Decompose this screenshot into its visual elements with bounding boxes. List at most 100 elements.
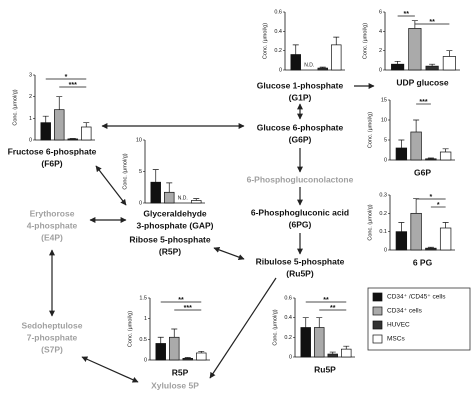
legend-label: CD34⁺ cells bbox=[387, 308, 423, 315]
arrow bbox=[95, 165, 127, 206]
y-axis-label: Conc. (μmol/g) bbox=[272, 309, 278, 345]
error-bar bbox=[184, 357, 191, 359]
y-tick-label: 0 bbox=[384, 157, 387, 163]
bar bbox=[341, 348, 352, 358]
node-label: 7-phosphate bbox=[27, 332, 78, 342]
nd-label: N.D. bbox=[304, 62, 314, 68]
error-bar bbox=[171, 328, 178, 338]
y-axis-label: Conc. (μmol/g) bbox=[12, 89, 18, 125]
bar bbox=[439, 151, 452, 161]
chart-title: 6 PG bbox=[413, 257, 433, 267]
bar-chart: 0 0.5 1 1.5 Conc. (μmol/g) R5P ***** bbox=[127, 295, 210, 377]
error-bar bbox=[413, 198, 420, 214]
y-tick-label: 0 bbox=[139, 200, 142, 206]
y-tick-label: 0.2 bbox=[274, 48, 282, 54]
y-tick-label: 1.5 bbox=[139, 295, 147, 301]
bar bbox=[439, 227, 452, 251]
node-label: Xylulose 5P bbox=[151, 380, 199, 390]
chart-title: G6P bbox=[414, 167, 431, 177]
error-bar bbox=[56, 96, 63, 110]
bar-chart: 0 0.1 0.2 0.3 Conc. (μmol/g) 6 PG * * bbox=[367, 192, 455, 267]
arrow bbox=[209, 277, 277, 379]
legend-swatch bbox=[372, 292, 383, 302]
y-tick-label: 0.6 bbox=[284, 295, 292, 301]
error-bar bbox=[413, 119, 420, 132]
chart-title: R5P bbox=[172, 367, 189, 377]
y-tick-label: 10 bbox=[136, 137, 142, 143]
y-tick-label: 0 bbox=[279, 67, 282, 73]
y-tick-label: 1 bbox=[29, 116, 32, 122]
significance-label: ** bbox=[323, 297, 329, 304]
bar bbox=[410, 131, 422, 161]
significance-label: ** bbox=[429, 19, 435, 26]
y-axis-label: Conc. (μmol/g) bbox=[362, 23, 368, 59]
legend-label: MSCs bbox=[387, 336, 405, 343]
error-bar bbox=[319, 66, 326, 69]
legend-label: HUVEC bbox=[387, 322, 410, 329]
error-bar bbox=[302, 317, 309, 328]
nd-label: N.D. bbox=[178, 195, 188, 201]
node-label: Erythorose bbox=[30, 208, 75, 218]
y-axis-label: Conc. (μmol/g) bbox=[122, 153, 128, 189]
y-tick-label: 2 bbox=[29, 94, 32, 100]
significance-label: ** bbox=[330, 305, 336, 312]
error-bar bbox=[427, 246, 434, 249]
error-bar bbox=[152, 169, 159, 183]
arrow bbox=[81, 356, 139, 383]
y-tick-label: 0 bbox=[29, 137, 32, 143]
node-label: (6PG) bbox=[289, 219, 312, 229]
bar bbox=[40, 122, 51, 141]
legend-label: CD34⁺ /CD45⁺ cells bbox=[387, 294, 446, 301]
bar-chart: 0 0.2 0.4 0.6 Conc. (μmol/g) Ru5P **** bbox=[272, 295, 355, 374]
chart-title: Ru5P bbox=[314, 364, 336, 374]
bar bbox=[327, 353, 338, 358]
node-label: (R5P) bbox=[159, 246, 181, 256]
y-tick-label: 0.4 bbox=[284, 315, 292, 321]
chart-title: UDP glucose bbox=[396, 77, 449, 87]
bar bbox=[314, 327, 325, 358]
bar bbox=[150, 181, 161, 204]
y-tick-label: 6 bbox=[379, 9, 382, 15]
significance-label: *** bbox=[69, 82, 77, 89]
bar bbox=[169, 336, 180, 361]
error-bar bbox=[166, 182, 173, 193]
significance-label: ** bbox=[178, 297, 184, 304]
bar bbox=[425, 247, 437, 251]
error-bar bbox=[42, 115, 49, 123]
error-bar bbox=[316, 317, 323, 328]
node-label: Sedoheptulose bbox=[22, 320, 83, 330]
error-bar bbox=[429, 63, 436, 67]
bar bbox=[408, 28, 422, 71]
y-tick-label: 0.2 bbox=[379, 211, 387, 217]
error-bar bbox=[442, 148, 449, 152]
node-label: Glucose 1-phosphate bbox=[257, 80, 344, 90]
node-label: (G1P) bbox=[289, 92, 312, 102]
y-tick-label: 0 bbox=[289, 354, 292, 360]
significance-label: ** bbox=[404, 11, 410, 18]
node-label: 6-Phosphogluconolactone bbox=[247, 174, 354, 184]
error-bar bbox=[446, 50, 453, 57]
bar bbox=[395, 147, 408, 161]
node-label: Ribulose 5-phosphate bbox=[256, 256, 345, 266]
bar bbox=[442, 56, 456, 71]
bar bbox=[67, 138, 78, 141]
error-bar bbox=[343, 345, 350, 350]
legend-swatch bbox=[372, 334, 383, 344]
node-label: Ribose 5-phosphate bbox=[129, 234, 211, 244]
error-bar bbox=[198, 350, 205, 353]
y-tick-label: 0 bbox=[384, 247, 387, 253]
legend-swatch bbox=[372, 320, 383, 330]
y-tick-label: 0.5 bbox=[139, 337, 147, 343]
bar bbox=[391, 63, 405, 71]
node-label: 6-Phosphogluconic acid bbox=[251, 207, 349, 217]
bar bbox=[317, 67, 328, 71]
bar bbox=[164, 191, 175, 204]
bar bbox=[196, 352, 207, 361]
significance-label: * bbox=[437, 202, 440, 209]
error-bar bbox=[398, 222, 405, 232]
node-label: Glyceraldehyde bbox=[143, 208, 207, 218]
bar-chart: 0 0.2 0.4 0.6 Conc. (μmol/g) N.D. bbox=[262, 9, 345, 73]
y-tick-label: 0.4 bbox=[274, 29, 282, 35]
y-tick-label: 0.6 bbox=[274, 9, 282, 15]
